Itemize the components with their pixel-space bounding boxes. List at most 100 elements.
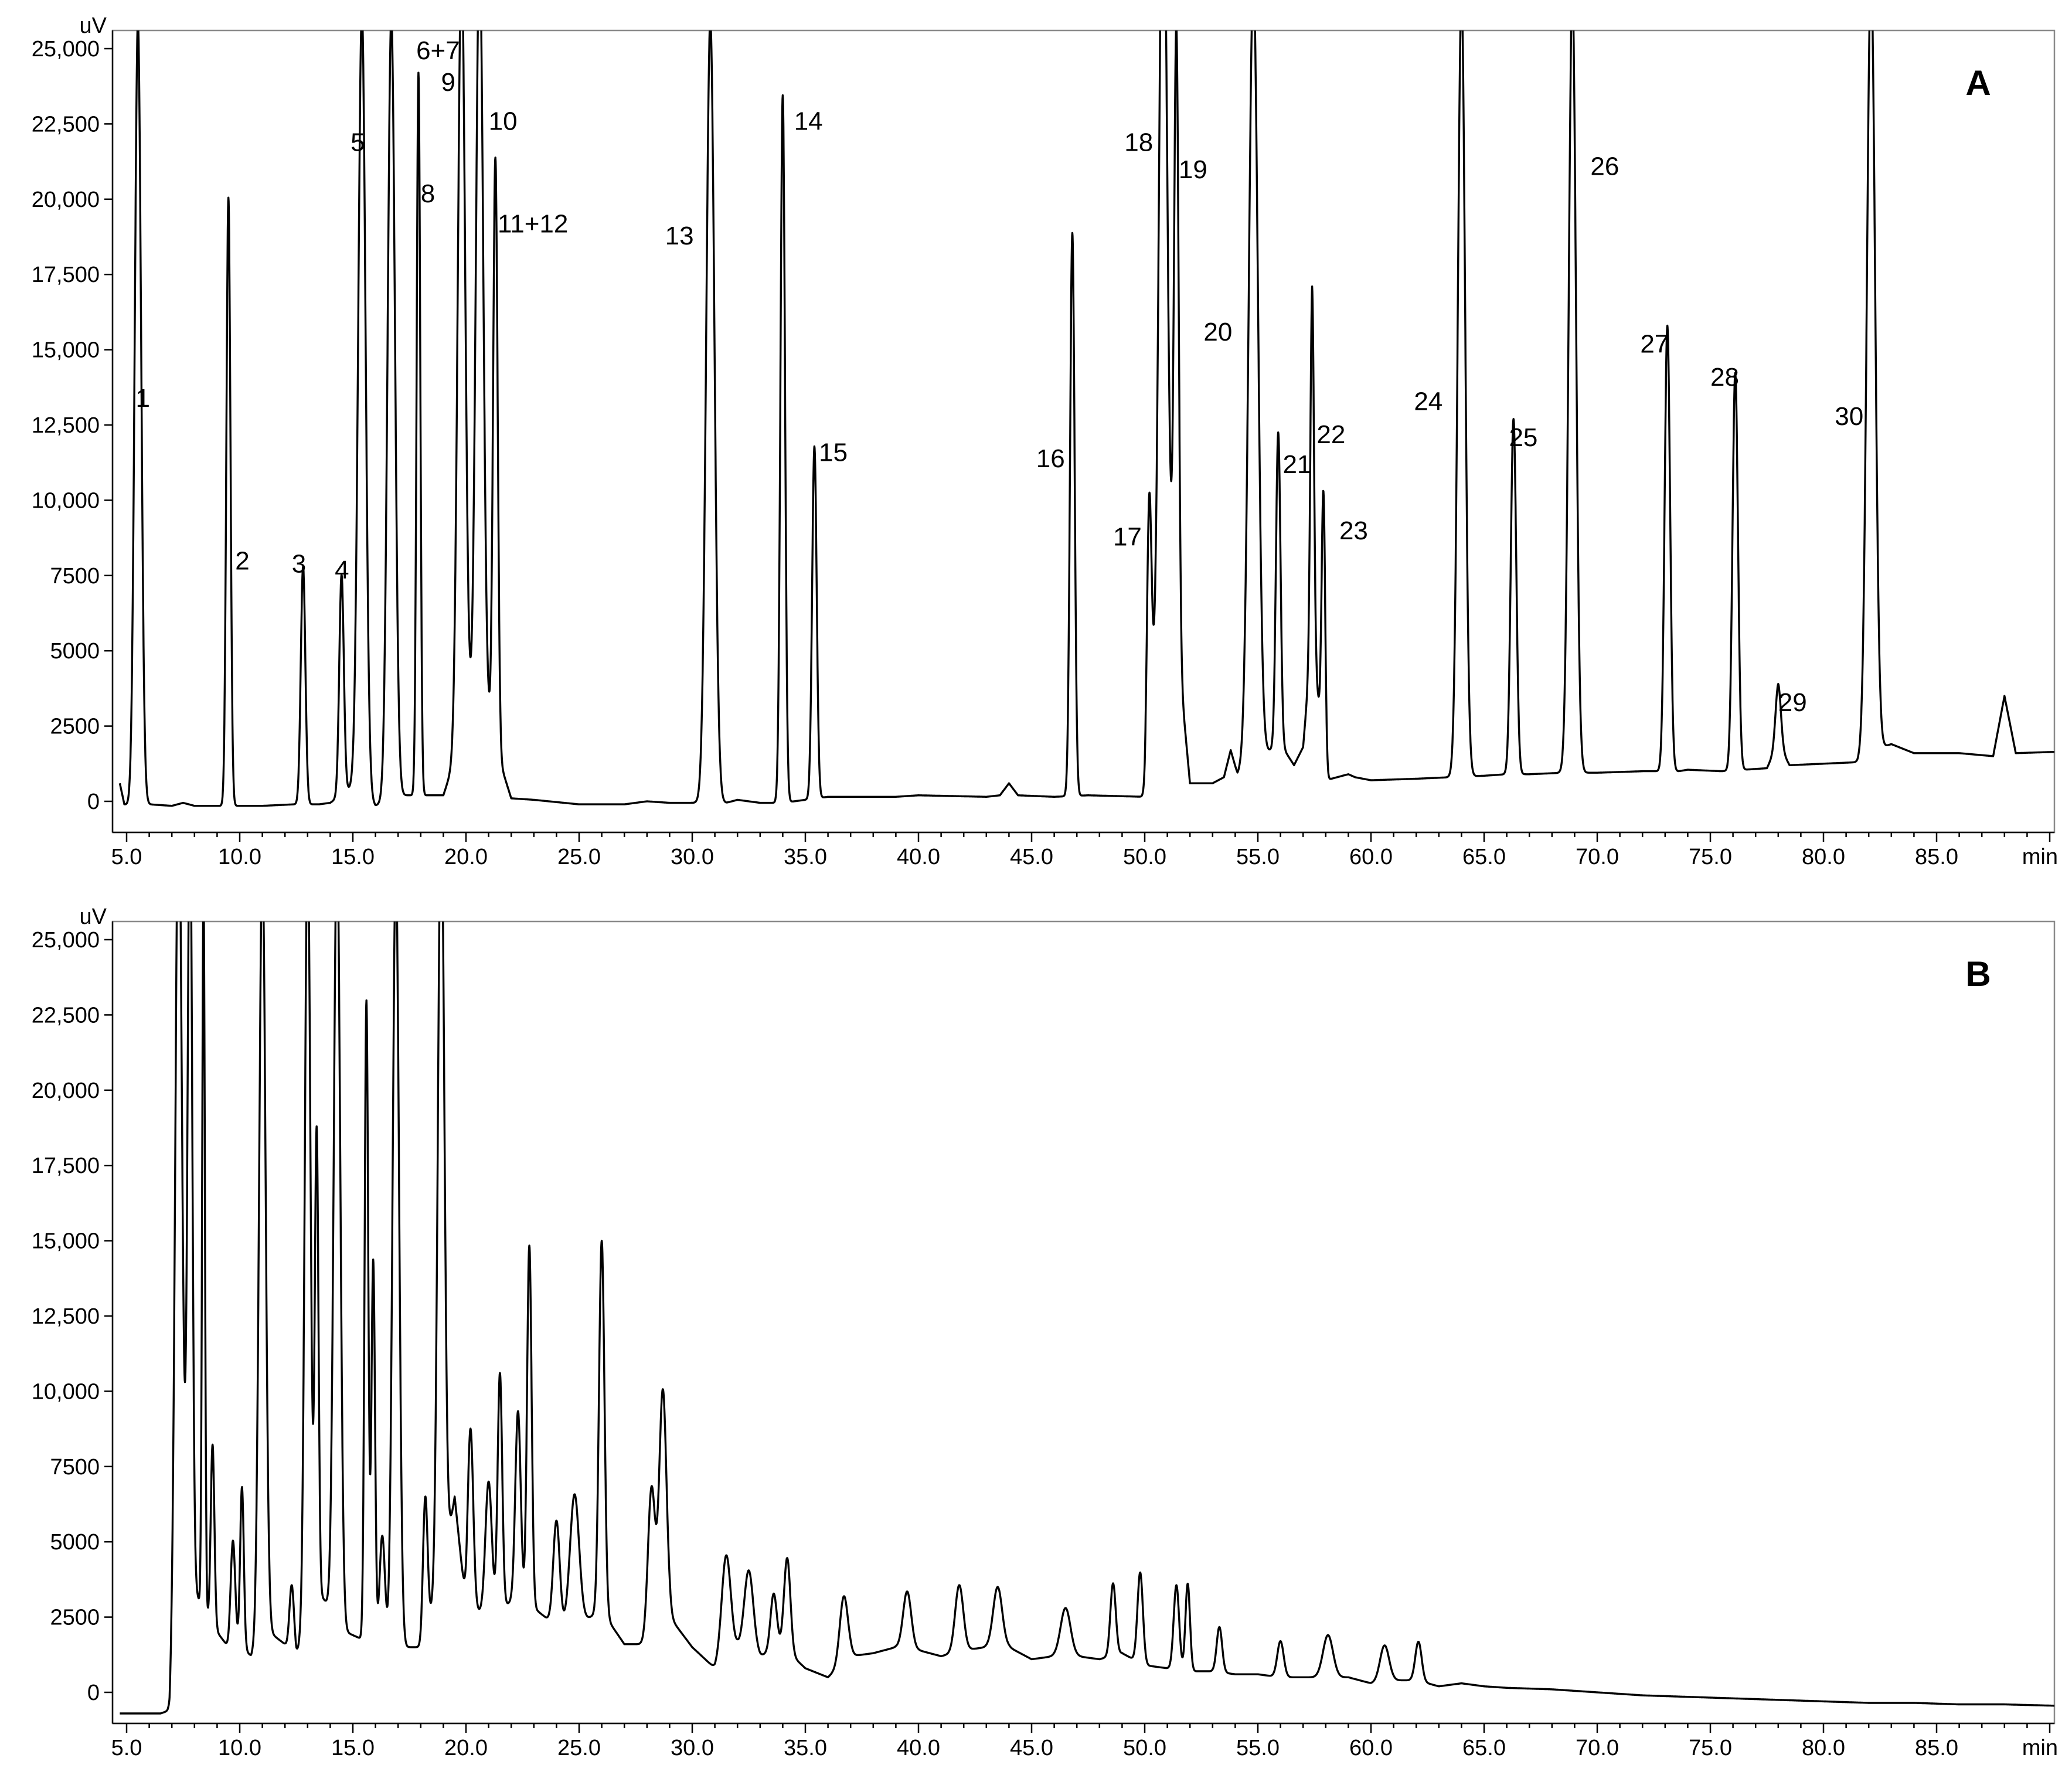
y-tick-label: 10,000 (32, 1379, 100, 1404)
x-tick-label: 25.0 (557, 1736, 601, 1760)
y-unit-label: uV (80, 904, 107, 929)
x-tick-label: 70.0 (1576, 845, 1619, 869)
peak-label: 16 (1036, 444, 1065, 473)
x-tick-label: 35.0 (784, 845, 827, 869)
x-tick-label: 40.0 (897, 1736, 940, 1760)
y-tick-label: 0 (87, 790, 100, 814)
peak-apex-marker (479, 39, 480, 40)
y-tick-label: 0 (87, 1681, 100, 1705)
plot-frame (111, 29, 2056, 834)
x-tick-label: 50.0 (1123, 1736, 1166, 1760)
x-tick-label: 75.0 (1689, 1736, 1732, 1760)
peak-label: 11+12 (498, 209, 568, 238)
panel-letter: B (1965, 954, 1991, 994)
peak-label: 1 (135, 384, 149, 413)
x-tick-label: 65.0 (1462, 845, 1506, 869)
peak-label: 3 (292, 550, 306, 579)
x-unit-label: min (2022, 845, 2058, 869)
peak-label: 6+7 (416, 36, 460, 65)
peak-label: 24 (1414, 387, 1442, 416)
y-tick-label: 17,500 (32, 1154, 100, 1178)
x-tick-label: 70.0 (1576, 1736, 1619, 1760)
peak-label: 18 (1124, 128, 1153, 157)
x-tick-label: 10.0 (218, 845, 261, 869)
peak-apex-marker (1253, 39, 1254, 40)
chromatogram-panel-b: 0 2500 5000 7500 10,000 12,500 15,000 17,500 20,… (32, 904, 2058, 1760)
peak-label: 8 (421, 179, 435, 208)
peak-label: 19 (1179, 155, 1207, 184)
peak-label: 4 (335, 556, 349, 584)
x-tick-label: 65.0 (1462, 1736, 1506, 1760)
x-tick-label: 35.0 (784, 1736, 827, 1760)
y-tick-label: 22,500 (32, 1003, 100, 1028)
y-tick-label: 25,000 (32, 37, 100, 62)
y-tick-label: 7500 (50, 1455, 100, 1480)
x-tick-label: 30.0 (671, 845, 714, 869)
x-tick-label: 5.0 (111, 1736, 142, 1760)
chromatogram-panel-a: 0 2500 5000 7500 10,000 12,500 15,000 17,500 20,… (32, 13, 2058, 869)
x-tick-label: 85.0 (1915, 1736, 1958, 1760)
peak-label: 23 (1339, 516, 1368, 545)
peak-label: 27 (1640, 330, 1669, 359)
peak-label: 21 (1282, 450, 1311, 479)
y-tick-label: 2500 (50, 1606, 100, 1630)
peak-label: 22 (1316, 420, 1345, 449)
peak-apex-marker (178, 930, 179, 931)
y-tick-label: 20,000 (32, 1079, 100, 1103)
peak-label: 17 (1113, 522, 1142, 551)
peak-apex-marker (441, 930, 442, 931)
x-tick-label: 25.0 (557, 845, 601, 869)
x-tick-label: 50.0 (1123, 845, 1166, 869)
x-tick-label: 30.0 (671, 1736, 714, 1760)
x-tick-label: 60.0 (1349, 1736, 1393, 1760)
x-unit-label: min (2022, 1736, 2058, 1760)
peak-label: 5 (351, 128, 365, 157)
peak-label: 10 (489, 107, 518, 136)
y-tick-label: 5000 (50, 1530, 100, 1555)
x-tick-label: 40.0 (897, 845, 940, 869)
peak-label: 13 (665, 222, 694, 250)
x-tick-label: 15.0 (331, 1736, 375, 1760)
x-tick-label: 80.0 (1802, 845, 1845, 869)
y-tick-label: 15,000 (32, 338, 100, 363)
y-tick-label: 12,500 (32, 413, 100, 438)
y-tick-label: 12,500 (32, 1304, 100, 1329)
x-tick-label: 15.0 (331, 845, 375, 869)
peak-label: 28 (1710, 363, 1739, 392)
chromatogram-trace (119, 921, 2054, 1715)
peak-label: 29 (1778, 688, 1807, 717)
x-tick-label: 45.0 (1010, 845, 1053, 869)
y-tick-label: 5000 (50, 639, 100, 664)
chromatogram-trace (118, 30, 2054, 807)
peak-label: 9 (441, 68, 455, 97)
peak-apex-marker (461, 39, 462, 40)
y-tick-label: 17,500 (32, 263, 100, 287)
x-tick-label: 55.0 (1236, 845, 1280, 869)
x-tick-label: 10.0 (218, 1736, 261, 1760)
peak-apex-marker (1162, 39, 1163, 40)
y-tick-label: 25,000 (32, 928, 100, 953)
x-tick-label: 85.0 (1915, 845, 1958, 869)
peak-label: 25 (1509, 423, 1537, 452)
y-tick-label: 7500 (50, 564, 100, 589)
x-tick-label: 55.0 (1236, 1736, 1280, 1760)
peak-apex-marker (1870, 39, 1872, 40)
x-tick-label: 60.0 (1349, 845, 1393, 869)
x-tick-label: 20.0 (444, 1736, 488, 1760)
x-tick-label: 80.0 (1802, 1736, 1845, 1760)
peak-apex-marker (336, 930, 338, 931)
x-tick-label: 5.0 (111, 845, 142, 869)
peak-label: 14 (794, 107, 823, 136)
panel-letter: A (1965, 63, 1991, 103)
x-tick-label: 75.0 (1689, 845, 1732, 869)
peak-label: 15 (819, 438, 848, 467)
y-tick-label: 22,500 (32, 112, 100, 137)
peak-label: 20 (1203, 318, 1232, 346)
peak-label: 30 (1835, 402, 1863, 431)
peak-label: 2 (235, 547, 249, 576)
peak-label: 26 (1590, 152, 1619, 181)
x-tick-label: 45.0 (1010, 1736, 1053, 1760)
y-unit-label: uV (80, 13, 107, 38)
x-tick-label: 20.0 (444, 845, 488, 869)
